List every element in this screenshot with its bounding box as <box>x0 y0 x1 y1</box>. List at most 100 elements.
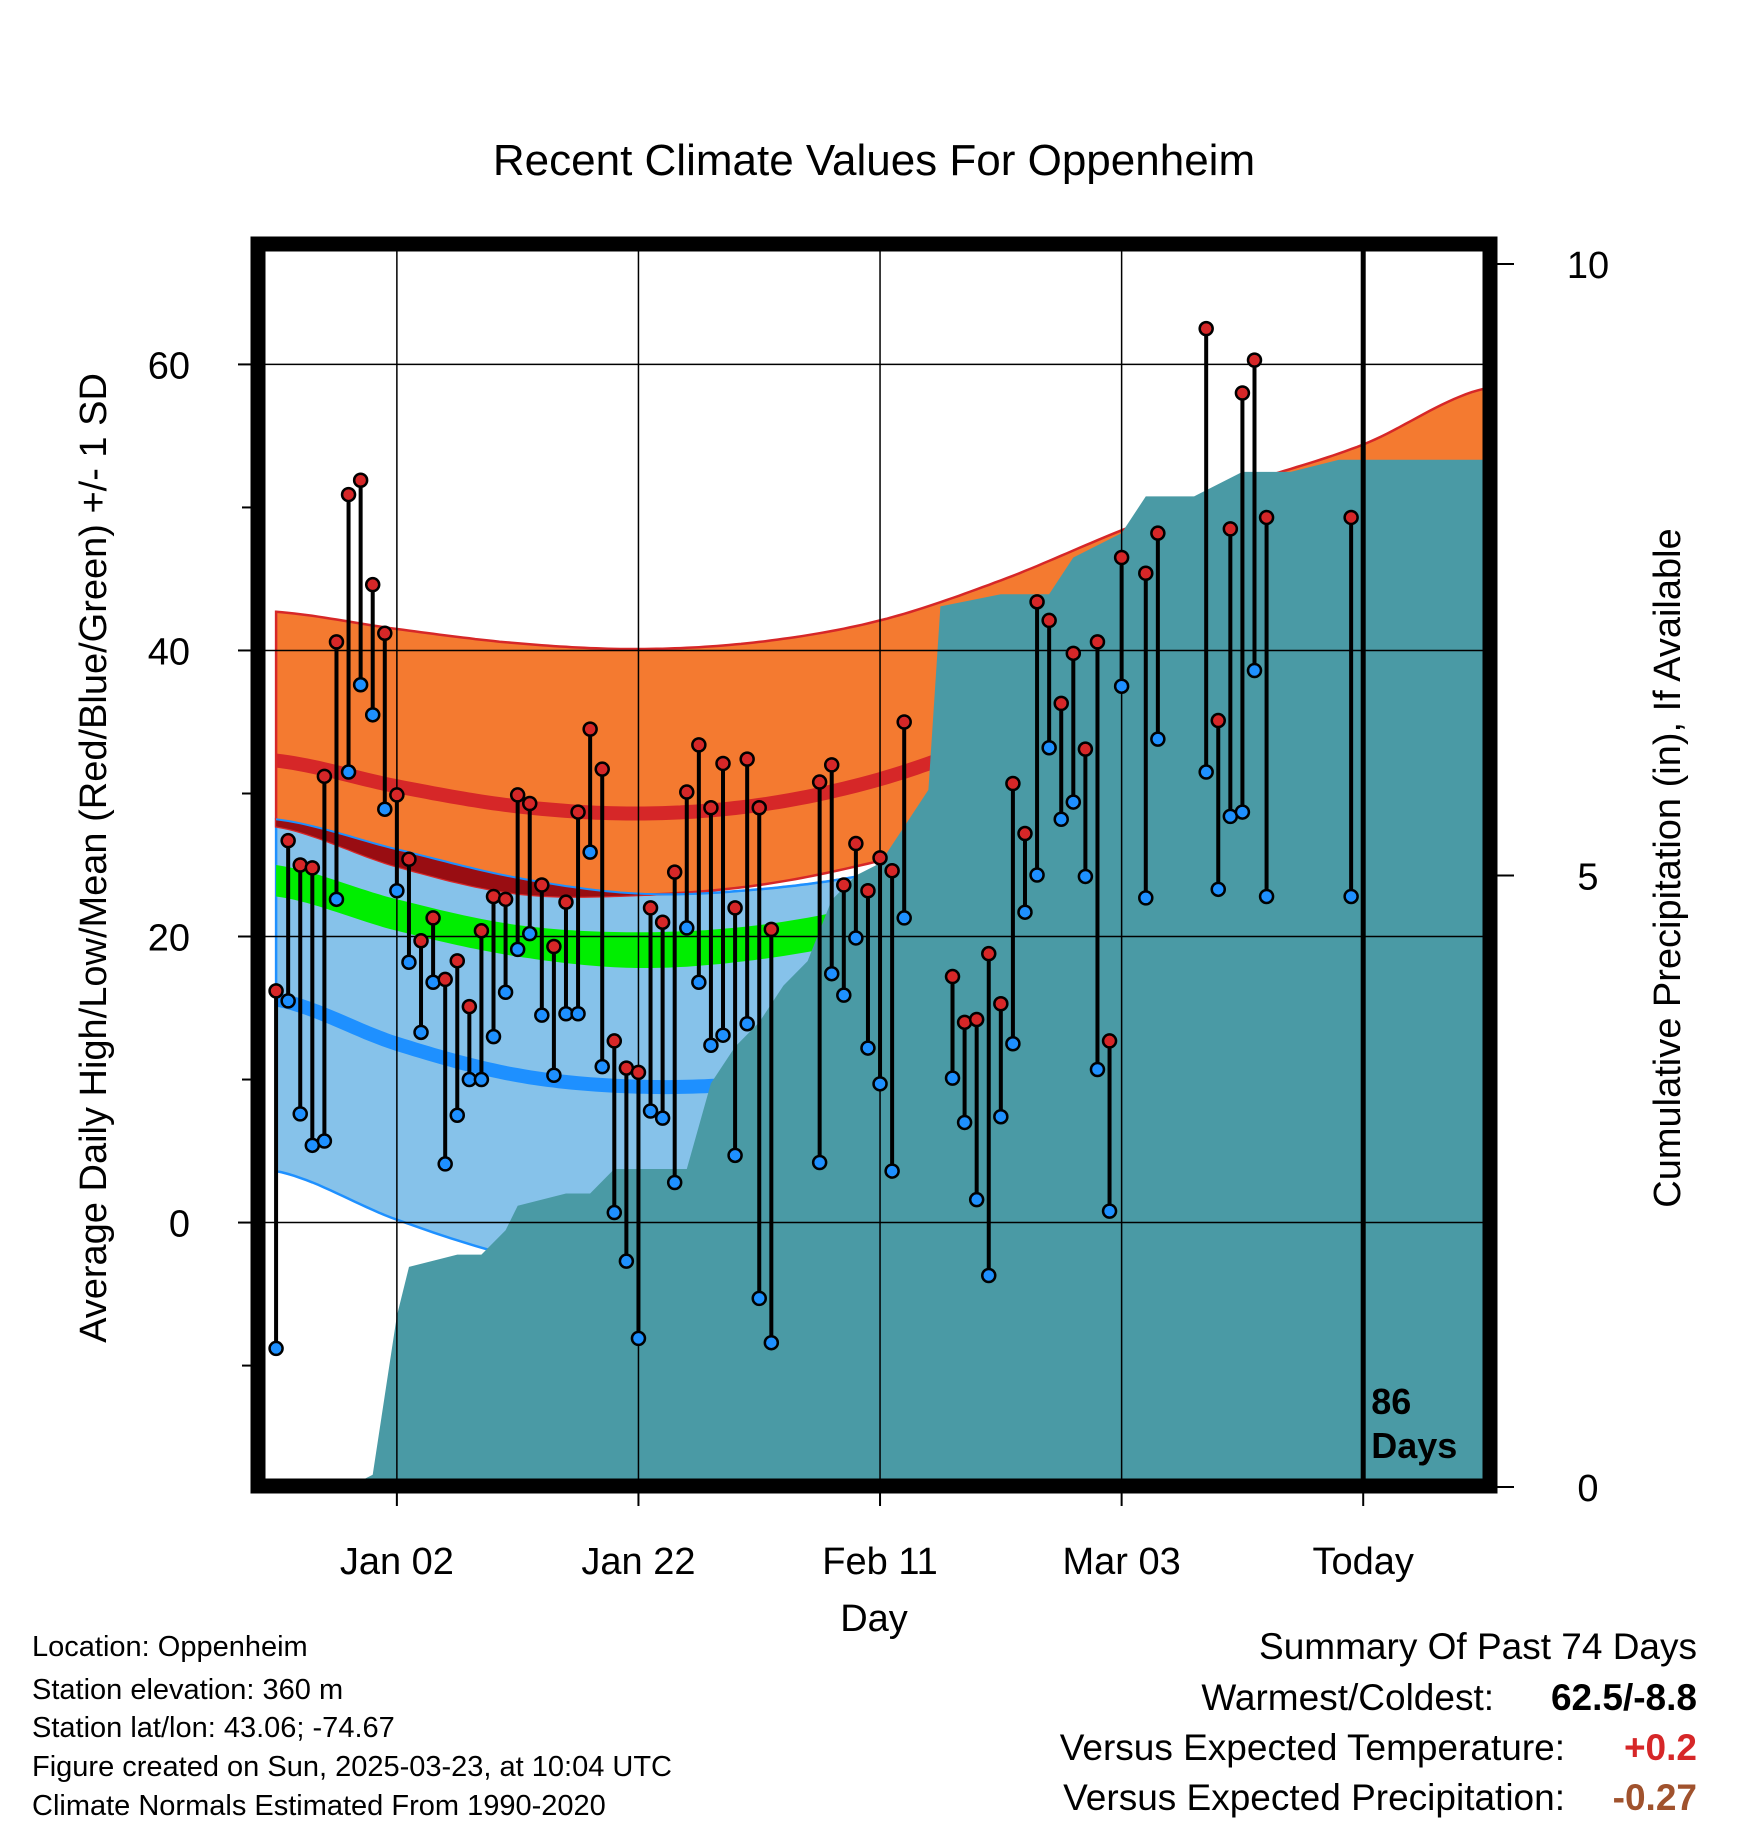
low-point-21 <box>521 925 538 942</box>
high-point-68 <box>1210 712 1227 729</box>
summary-warmest-value: 62.5/-8.8 <box>1551 1677 1697 1718</box>
low-point-55 <box>1005 1036 1021 1052</box>
low-point-2 <box>292 1106 308 1122</box>
low-point-33 <box>666 1174 683 1191</box>
today-days-line-0: 86 <box>1371 1381 1411 1422</box>
low-point-52 <box>968 1191 985 1208</box>
high-point-7 <box>352 472 369 489</box>
high-point-40 <box>751 800 767 816</box>
high-point-25 <box>570 804 586 820</box>
high-point-31 <box>642 900 659 916</box>
high-point-61 <box>1077 741 1094 757</box>
high-point-43 <box>823 757 840 773</box>
low-point-27 <box>594 1058 610 1075</box>
x-tick-label-0: Jan 02 <box>340 1541 454 1583</box>
today-days-label: 86 Days <box>1371 1381 1457 1466</box>
high-point-30 <box>630 1064 647 1081</box>
high-point-52 <box>968 1011 985 1028</box>
x-tick-label-2: Feb 11 <box>822 1541 937 1583</box>
low-point-60 <box>1065 794 1082 810</box>
high-point-67 <box>1198 320 1214 337</box>
high-point-0 <box>268 983 284 999</box>
low-point-17 <box>473 1071 490 1088</box>
low-point-19 <box>497 984 514 1001</box>
high-point-12 <box>413 933 429 949</box>
high-point-34 <box>679 784 695 800</box>
low-point-40 <box>751 1290 767 1307</box>
low-point-47 <box>872 1076 888 1092</box>
low-point-1 <box>280 993 296 1009</box>
y-axis-label: Average Daily High/Low/Mean (Red/Blue/Gr… <box>73 373 115 1343</box>
y-tick-label-3: 60 <box>148 345 190 387</box>
high-point-58 <box>1041 612 1057 629</box>
high-point-17 <box>473 923 490 939</box>
low-point-7 <box>352 677 369 693</box>
high-point-16 <box>461 998 478 1015</box>
low-point-6 <box>340 764 357 780</box>
high-point-21 <box>521 795 538 812</box>
high-point-38 <box>727 900 743 916</box>
high-point-62 <box>1089 634 1106 650</box>
low-point-46 <box>860 1040 876 1056</box>
high-point-3 <box>304 860 321 876</box>
low-point-44 <box>836 987 852 1003</box>
low-point-53 <box>981 1267 997 1284</box>
low-point-25 <box>570 1005 586 1022</box>
high-point-24 <box>558 894 574 910</box>
high-point-36 <box>703 800 719 816</box>
low-point-51 <box>956 1114 973 1131</box>
high-point-63 <box>1101 1033 1118 1049</box>
low-point-61 <box>1077 868 1094 885</box>
low-point-30 <box>630 1330 647 1347</box>
high-point-53 <box>981 945 997 962</box>
high-point-47 <box>872 850 888 866</box>
high-point-46 <box>860 882 876 899</box>
low-point-9 <box>377 801 393 817</box>
high-point-11 <box>401 851 417 868</box>
high-point-72 <box>1258 509 1275 526</box>
low-point-73 <box>1343 888 1359 905</box>
low-point-43 <box>823 965 840 982</box>
high-point-22 <box>534 877 550 893</box>
summary-title: Summary Of Past 74 Days <box>1259 1626 1697 1667</box>
low-point-4 <box>316 1133 333 1149</box>
high-point-71 <box>1246 352 1263 368</box>
low-point-15 <box>449 1107 466 1124</box>
high-point-49 <box>896 714 912 730</box>
high-point-41 <box>763 921 780 938</box>
chart-title: Recent Climate Values For Oppenheim <box>493 136 1255 185</box>
high-point-64 <box>1113 549 1130 566</box>
low-point-41 <box>763 1334 780 1351</box>
high-point-60 <box>1065 645 1082 662</box>
high-point-59 <box>1053 695 1069 712</box>
summary-temp-label: Versus Expected Temperature: <box>1060 1727 1565 1768</box>
x-tick-label-1: Jan 22 <box>581 1541 695 1583</box>
y2-tick-label-1: 5 <box>1577 857 1598 899</box>
high-point-32 <box>654 914 671 930</box>
low-point-70 <box>1234 804 1251 820</box>
summary-temp-value: +0.2 <box>1624 1727 1697 1768</box>
high-point-33 <box>666 864 683 880</box>
low-point-35 <box>691 974 707 991</box>
high-point-50 <box>944 968 961 985</box>
low-point-56 <box>1017 904 1033 920</box>
daily-range-bars <box>268 320 1359 1357</box>
low-point-32 <box>654 1110 671 1126</box>
summary-precip-value: -0.27 <box>1613 1777 1697 1818</box>
info-created: Figure created on Sun, 2025-03-23, at 10… <box>32 1751 672 1783</box>
low-point-14 <box>437 1156 453 1172</box>
low-point-0 <box>268 1340 284 1357</box>
info-latlon: Station lat/lon: 43.06; -74.67 <box>32 1712 395 1744</box>
low-point-29 <box>618 1253 635 1269</box>
high-point-37 <box>715 755 731 772</box>
low-point-38 <box>727 1147 743 1164</box>
low-point-39 <box>739 1016 755 1032</box>
low-point-22 <box>534 1007 550 1023</box>
low-point-42 <box>811 1154 828 1171</box>
high-point-39 <box>739 751 755 767</box>
high-point-15 <box>449 953 466 969</box>
low-point-59 <box>1053 811 1069 827</box>
low-point-5 <box>328 891 345 908</box>
high-point-69 <box>1222 521 1239 537</box>
